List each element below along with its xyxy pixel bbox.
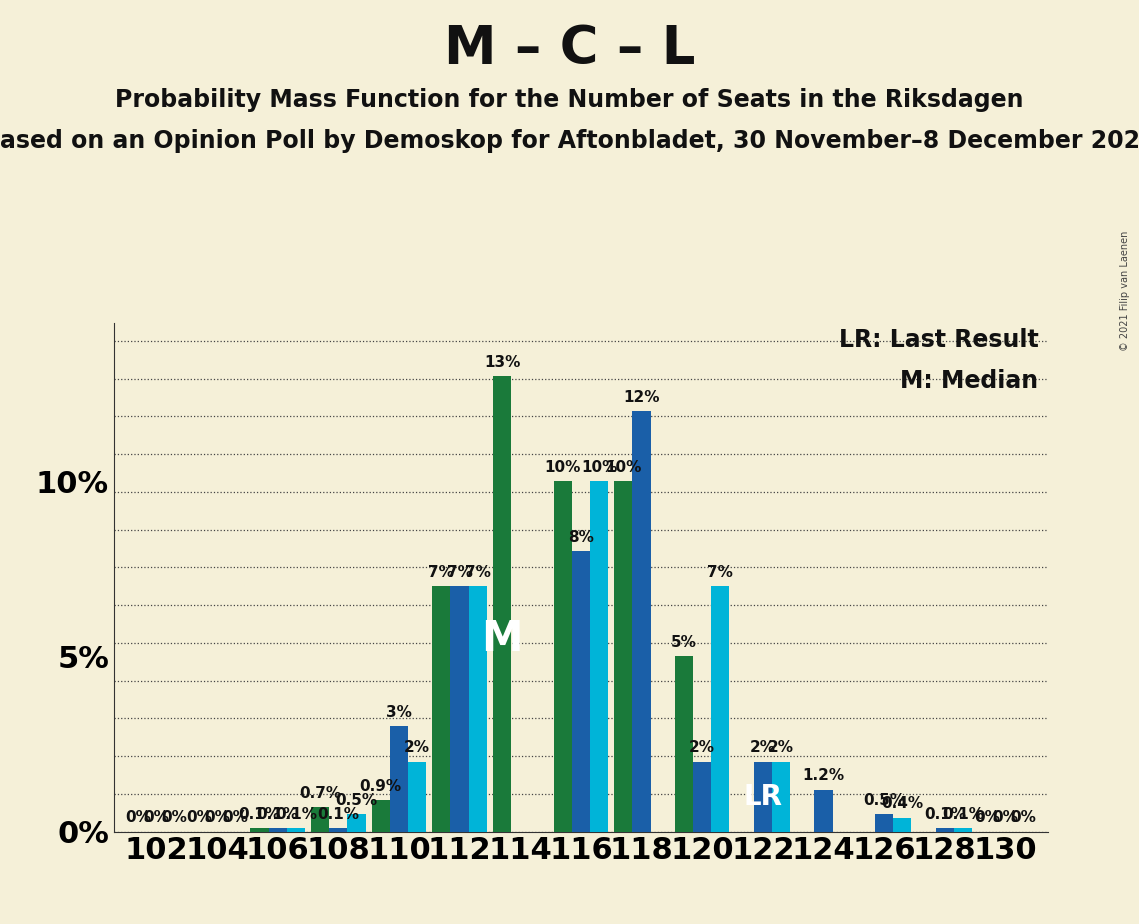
Text: 0%: 0% bbox=[204, 810, 230, 825]
Text: 0.1%: 0.1% bbox=[238, 807, 280, 821]
Text: 0.1%: 0.1% bbox=[256, 807, 298, 821]
Text: 8%: 8% bbox=[568, 529, 593, 545]
Text: 0%: 0% bbox=[1010, 810, 1036, 825]
Text: 2%: 2% bbox=[404, 740, 431, 755]
Bar bbox=[711, 586, 729, 832]
Bar bbox=[347, 814, 366, 832]
Text: 0%: 0% bbox=[125, 810, 151, 825]
Bar bbox=[754, 761, 772, 832]
Text: 10%: 10% bbox=[544, 460, 581, 475]
Bar bbox=[935, 828, 953, 832]
Bar bbox=[572, 552, 590, 832]
Text: 7%: 7% bbox=[446, 565, 473, 580]
Text: © 2021 Filip van Laenen: © 2021 Filip van Laenen bbox=[1120, 231, 1130, 351]
Text: 0.5%: 0.5% bbox=[863, 793, 906, 808]
Text: 7%: 7% bbox=[465, 565, 491, 580]
Bar bbox=[554, 481, 572, 832]
Bar bbox=[590, 481, 608, 832]
Bar bbox=[875, 814, 893, 832]
Text: M – C – L: M – C – L bbox=[444, 23, 695, 75]
Text: 0%: 0% bbox=[186, 810, 212, 825]
Text: 0%: 0% bbox=[222, 810, 248, 825]
Text: Based on an Opinion Poll by Demoskop for Aftonbladet, 30 November–8 December 202: Based on an Opinion Poll by Demoskop for… bbox=[0, 129, 1139, 153]
Bar bbox=[433, 586, 451, 832]
Text: 0%: 0% bbox=[992, 810, 1018, 825]
Text: LR: LR bbox=[744, 783, 782, 810]
Text: 0%: 0% bbox=[144, 810, 170, 825]
Bar bbox=[468, 586, 486, 832]
Text: 0.7%: 0.7% bbox=[300, 785, 342, 801]
Text: M: M bbox=[482, 618, 523, 660]
Bar bbox=[632, 411, 650, 832]
Bar bbox=[493, 376, 511, 832]
Text: 0%: 0% bbox=[974, 810, 1000, 825]
Text: 3%: 3% bbox=[386, 705, 412, 720]
Text: 5%: 5% bbox=[671, 635, 697, 650]
Text: 12%: 12% bbox=[623, 390, 659, 405]
Bar bbox=[269, 828, 287, 832]
Bar bbox=[675, 656, 694, 832]
Bar bbox=[451, 586, 468, 832]
Bar bbox=[371, 800, 390, 832]
Bar bbox=[390, 726, 408, 832]
Bar bbox=[251, 828, 269, 832]
Text: LR: Last Result: LR: Last Result bbox=[838, 328, 1039, 352]
Text: M: Median: M: Median bbox=[901, 369, 1039, 393]
Text: 2%: 2% bbox=[749, 740, 776, 755]
Text: 10%: 10% bbox=[581, 460, 617, 475]
Text: 7%: 7% bbox=[707, 565, 734, 580]
Bar bbox=[287, 828, 305, 832]
Bar bbox=[694, 761, 711, 832]
Bar bbox=[311, 807, 329, 832]
Bar bbox=[953, 828, 972, 832]
Bar bbox=[893, 818, 911, 832]
Text: 1.2%: 1.2% bbox=[802, 768, 844, 784]
Text: 0.5%: 0.5% bbox=[335, 793, 377, 808]
Bar bbox=[329, 828, 347, 832]
Text: 13%: 13% bbox=[484, 355, 521, 370]
Text: 0.4%: 0.4% bbox=[882, 796, 924, 811]
Text: 7%: 7% bbox=[428, 565, 454, 580]
Text: 0.1%: 0.1% bbox=[924, 807, 966, 821]
Text: 2%: 2% bbox=[768, 740, 794, 755]
Bar bbox=[408, 761, 426, 832]
Bar bbox=[814, 789, 833, 832]
Text: 0%: 0% bbox=[162, 810, 188, 825]
Text: 0.1%: 0.1% bbox=[318, 807, 359, 821]
Text: 10%: 10% bbox=[605, 460, 641, 475]
Text: 0.1%: 0.1% bbox=[274, 807, 317, 821]
Text: Probability Mass Function for the Number of Seats in the Riksdagen: Probability Mass Function for the Number… bbox=[115, 88, 1024, 112]
Bar bbox=[772, 761, 790, 832]
Text: 2%: 2% bbox=[689, 740, 715, 755]
Text: 0.1%: 0.1% bbox=[942, 807, 984, 821]
Bar bbox=[614, 481, 632, 832]
Text: 0.9%: 0.9% bbox=[360, 779, 402, 794]
